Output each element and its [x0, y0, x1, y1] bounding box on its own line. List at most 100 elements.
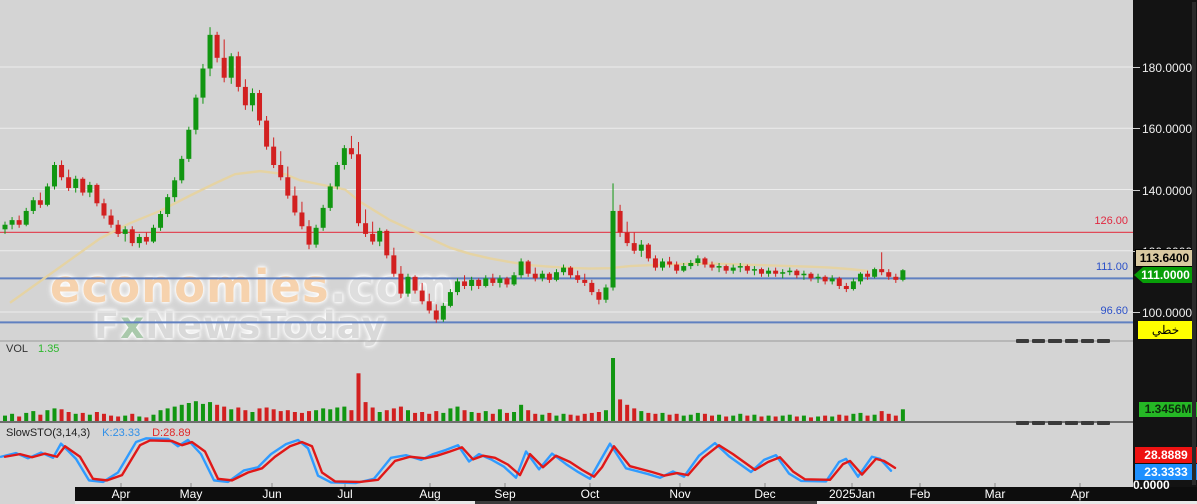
volume-bar: [405, 410, 410, 421]
candle-body: [122, 229, 128, 234]
candle-body: [737, 266, 743, 268]
volume-bar: [123, 415, 128, 421]
price-axis-tick: 100.0000: [1133, 306, 1197, 320]
volume-bar: [695, 412, 700, 421]
candle-body: [150, 227, 156, 242]
sto-k-badge: 23.3333: [1135, 464, 1197, 480]
volume-bar: [215, 404, 220, 421]
tick-dash: [1133, 312, 1140, 313]
volume-bar: [200, 403, 205, 421]
volume-bar: [264, 407, 269, 421]
volume-bar: [872, 414, 877, 421]
time-axis[interactable]: Apr May Jun Jul Aug Sep Oct Nov Dec 2025Jan Feb Mar…: [75, 487, 1197, 501]
volume-bar: [582, 413, 587, 421]
candle-body: [546, 273, 552, 280]
candle-body: [568, 267, 574, 276]
candle-body: [327, 186, 333, 208]
candle-body: [16, 220, 22, 225]
pane-divider-handle-volume[interactable]: [1016, 339, 1111, 343]
sto-d-line: [3, 439, 897, 484]
volume-bar: [844, 415, 849, 421]
candle-body: [292, 195, 298, 213]
horizontal-scrollbar-thumb[interactable]: [475, 501, 817, 504]
volume-current-value: 1.35: [38, 343, 60, 355]
candle-body: [143, 236, 149, 242]
volume-bar: [208, 402, 213, 421]
moving-average-line: [9, 169, 869, 304]
volume-bar: [745, 415, 750, 421]
volume-bar: [808, 417, 813, 421]
candle-body: [186, 129, 192, 159]
volume-bar: [278, 411, 283, 421]
candle-body: [9, 220, 15, 225]
volume-bar: [52, 408, 57, 421]
candle-body: [624, 232, 630, 244]
volume-bar: [596, 412, 601, 421]
x-axis-label-2025jan: 2025Jan: [828, 487, 876, 501]
candle-body: [94, 184, 100, 204]
candle-body: [794, 270, 800, 276]
candle-body: [426, 301, 432, 311]
candle-body: [476, 279, 482, 286]
volume-bar: [38, 414, 43, 421]
volume-bar: [144, 417, 149, 421]
volume-bar: [879, 411, 884, 421]
sto-k-line: [0, 437, 893, 485]
alert-level-badge[interactable]: 111.0000: [1134, 267, 1194, 283]
horizontal-scrollbar[interactable]: [75, 501, 1197, 504]
sto-k-value: K:23.33: [102, 427, 141, 439]
candle-body: [695, 258, 701, 263]
volume-bar: [837, 414, 842, 421]
volume-bar: [292, 412, 297, 421]
chart-canvas[interactable]: [0, 0, 1133, 487]
candle-body: [370, 233, 376, 242]
volume-bar: [540, 414, 545, 421]
volume-bar: [780, 415, 785, 421]
candle-body: [681, 266, 687, 271]
volume-bar: [858, 412, 863, 421]
volume-bar: [483, 411, 488, 421]
volume-bar: [250, 412, 255, 421]
volume-bar: [349, 410, 354, 421]
candle-body: [886, 272, 892, 277]
volume-bar: [328, 409, 333, 421]
volume-bar: [17, 416, 22, 421]
candle-body: [405, 276, 411, 294]
volume-bar: [865, 415, 870, 421]
candle-body: [2, 224, 8, 230]
candle-body: [200, 68, 206, 98]
candle-body: [30, 200, 36, 211]
candle-body: [334, 165, 340, 187]
volume-bar: [101, 413, 106, 421]
candle-body: [221, 57, 227, 78]
volume-bar: [285, 410, 290, 421]
volume-bar: [193, 401, 198, 421]
volume-bar: [165, 408, 170, 421]
candle-body: [469, 279, 475, 286]
volume-bar: [243, 410, 248, 421]
candle-body: [363, 223, 369, 234]
volume-bar: [377, 412, 382, 421]
sto-zero-label: 0.0000: [1133, 478, 1170, 492]
volume-bar: [731, 415, 736, 421]
volume-bar: [497, 409, 502, 421]
candle-body: [391, 255, 397, 274]
candle-body: [893, 276, 899, 280]
pane-divider-handle-sto[interactable]: [1016, 421, 1111, 425]
candle-body: [242, 86, 248, 106]
candle-body: [87, 184, 93, 193]
volume-bar: [448, 408, 453, 421]
scale-mode-badge[interactable]: خطي: [1138, 321, 1193, 339]
volume-bar: [476, 412, 481, 421]
candle-body: [596, 292, 602, 300]
candle-body: [780, 272, 786, 274]
volume-bar: [547, 412, 552, 421]
candle-body: [271, 146, 277, 165]
volume-bar: [816, 416, 821, 421]
candle-body: [631, 243, 637, 251]
vertical-scrollbar[interactable]: [1192, 2, 1196, 485]
candle-body: [497, 278, 503, 283]
candle-body: [165, 197, 171, 214]
candle-body: [744, 266, 750, 271]
candle-body: [158, 214, 164, 228]
